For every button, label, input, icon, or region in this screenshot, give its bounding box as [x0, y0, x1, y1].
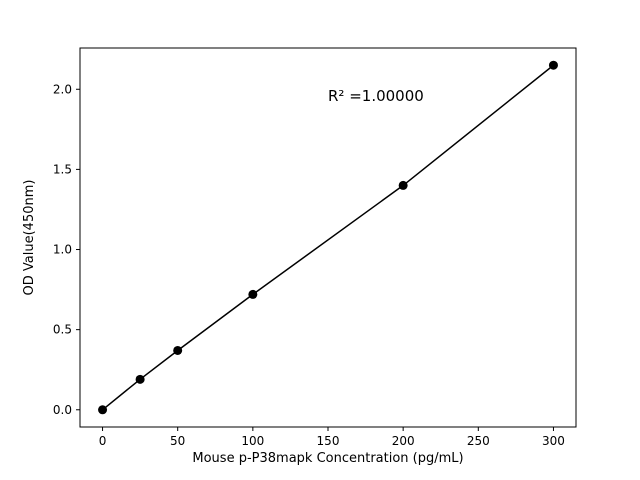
data-point	[135, 374, 145, 384]
x-tick-label: 0	[99, 434, 107, 448]
data-point	[248, 289, 258, 299]
y-tick-label: 0.5	[53, 323, 72, 337]
x-tick-label: 150	[317, 434, 340, 448]
r-squared-annotation: R² =1.00000	[328, 87, 424, 105]
data-point	[398, 180, 408, 190]
y-tick-label: 2.0	[53, 82, 72, 96]
regression-line	[102, 64, 554, 411]
x-tick-label: 300	[542, 434, 565, 448]
x-tick-label: 200	[392, 434, 415, 448]
y-tick-label: 1.5	[53, 162, 72, 176]
y-tick-label: 1.0	[53, 243, 72, 257]
y-tick-label: 0.0	[53, 403, 72, 417]
x-axis-label: Mouse p-P38mapk Concentration (pg/mL)	[192, 451, 463, 466]
data-point	[173, 345, 183, 355]
x-tick-label: 50	[170, 434, 185, 448]
y-axis-label: OD Value(450nm)	[22, 180, 37, 296]
data-point	[548, 60, 558, 70]
x-tick-label: 250	[467, 434, 490, 448]
x-tick-label: 100	[241, 434, 264, 448]
plot-area	[79, 47, 577, 428]
data-point	[98, 405, 108, 415]
